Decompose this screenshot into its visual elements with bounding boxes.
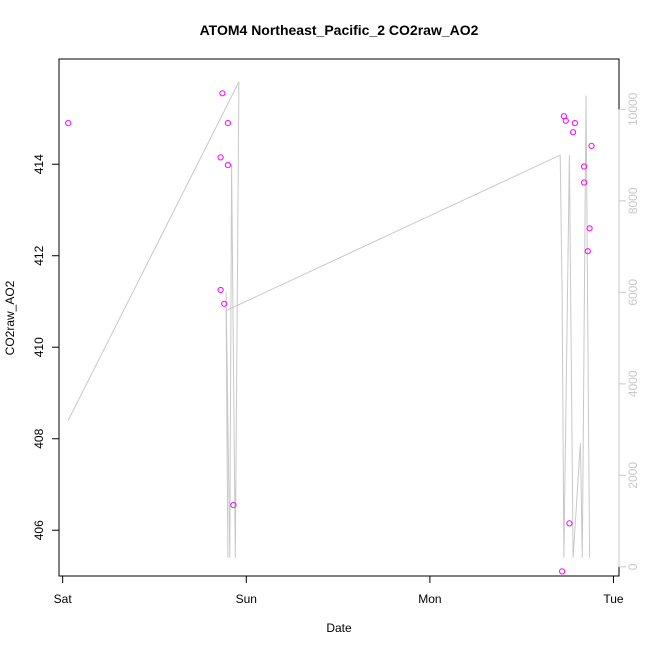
data-point <box>588 142 595 149</box>
x-axis-label: Date <box>326 621 352 635</box>
data-point <box>65 120 72 127</box>
data-point <box>581 163 588 170</box>
secondary-y-tick-label: 10000 <box>626 92 640 126</box>
secondary-y-tick-label: 0 <box>626 563 640 570</box>
data-point <box>562 117 569 124</box>
chart-title: ATOM4 Northeast_Pacific_2 CO2raw_AO2 <box>200 22 479 38</box>
data-point <box>230 502 237 509</box>
data-point <box>566 520 573 527</box>
data-point <box>570 129 577 136</box>
data-point <box>584 248 591 255</box>
secondary-y-tick-label: 2000 <box>626 462 640 489</box>
data-point <box>217 154 224 161</box>
axis-layer: Sat Sun Mon Tue 406 408 410 412 414 0 2000 4000 6000… <box>32 92 640 606</box>
data-point <box>221 300 228 307</box>
secondary-y-tick-label: 4000 <box>626 370 640 397</box>
y-tick-label: 414 <box>32 154 46 174</box>
series-line <box>67 81 591 558</box>
y-tick-label: 406 <box>32 520 46 540</box>
x-tick-label: Tue <box>603 592 624 606</box>
plot-frame <box>58 58 620 577</box>
data-point <box>586 225 593 232</box>
data-point-layer <box>65 90 595 575</box>
data-point <box>217 286 224 294</box>
y-tick-label: 408 <box>32 428 46 448</box>
secondary-y-tick-label: 8000 <box>626 187 640 214</box>
data-point <box>571 120 579 127</box>
data-point <box>224 162 231 169</box>
y-tick-label: 412 <box>32 245 46 265</box>
y-tick-label: 410 <box>32 337 46 357</box>
data-point <box>581 179 588 186</box>
x-tick-label: Sat <box>54 592 73 606</box>
x-tick-label: Sun <box>236 592 257 606</box>
data-point <box>559 568 566 575</box>
data-point <box>224 120 231 127</box>
x-tick-label: Mon <box>418 592 441 606</box>
secondary-line-layer <box>67 81 591 558</box>
y-axis-label: CO2raw_AO2 <box>3 280 17 355</box>
data-point <box>219 90 226 97</box>
secondary-y-tick-label: 6000 <box>626 279 640 306</box>
